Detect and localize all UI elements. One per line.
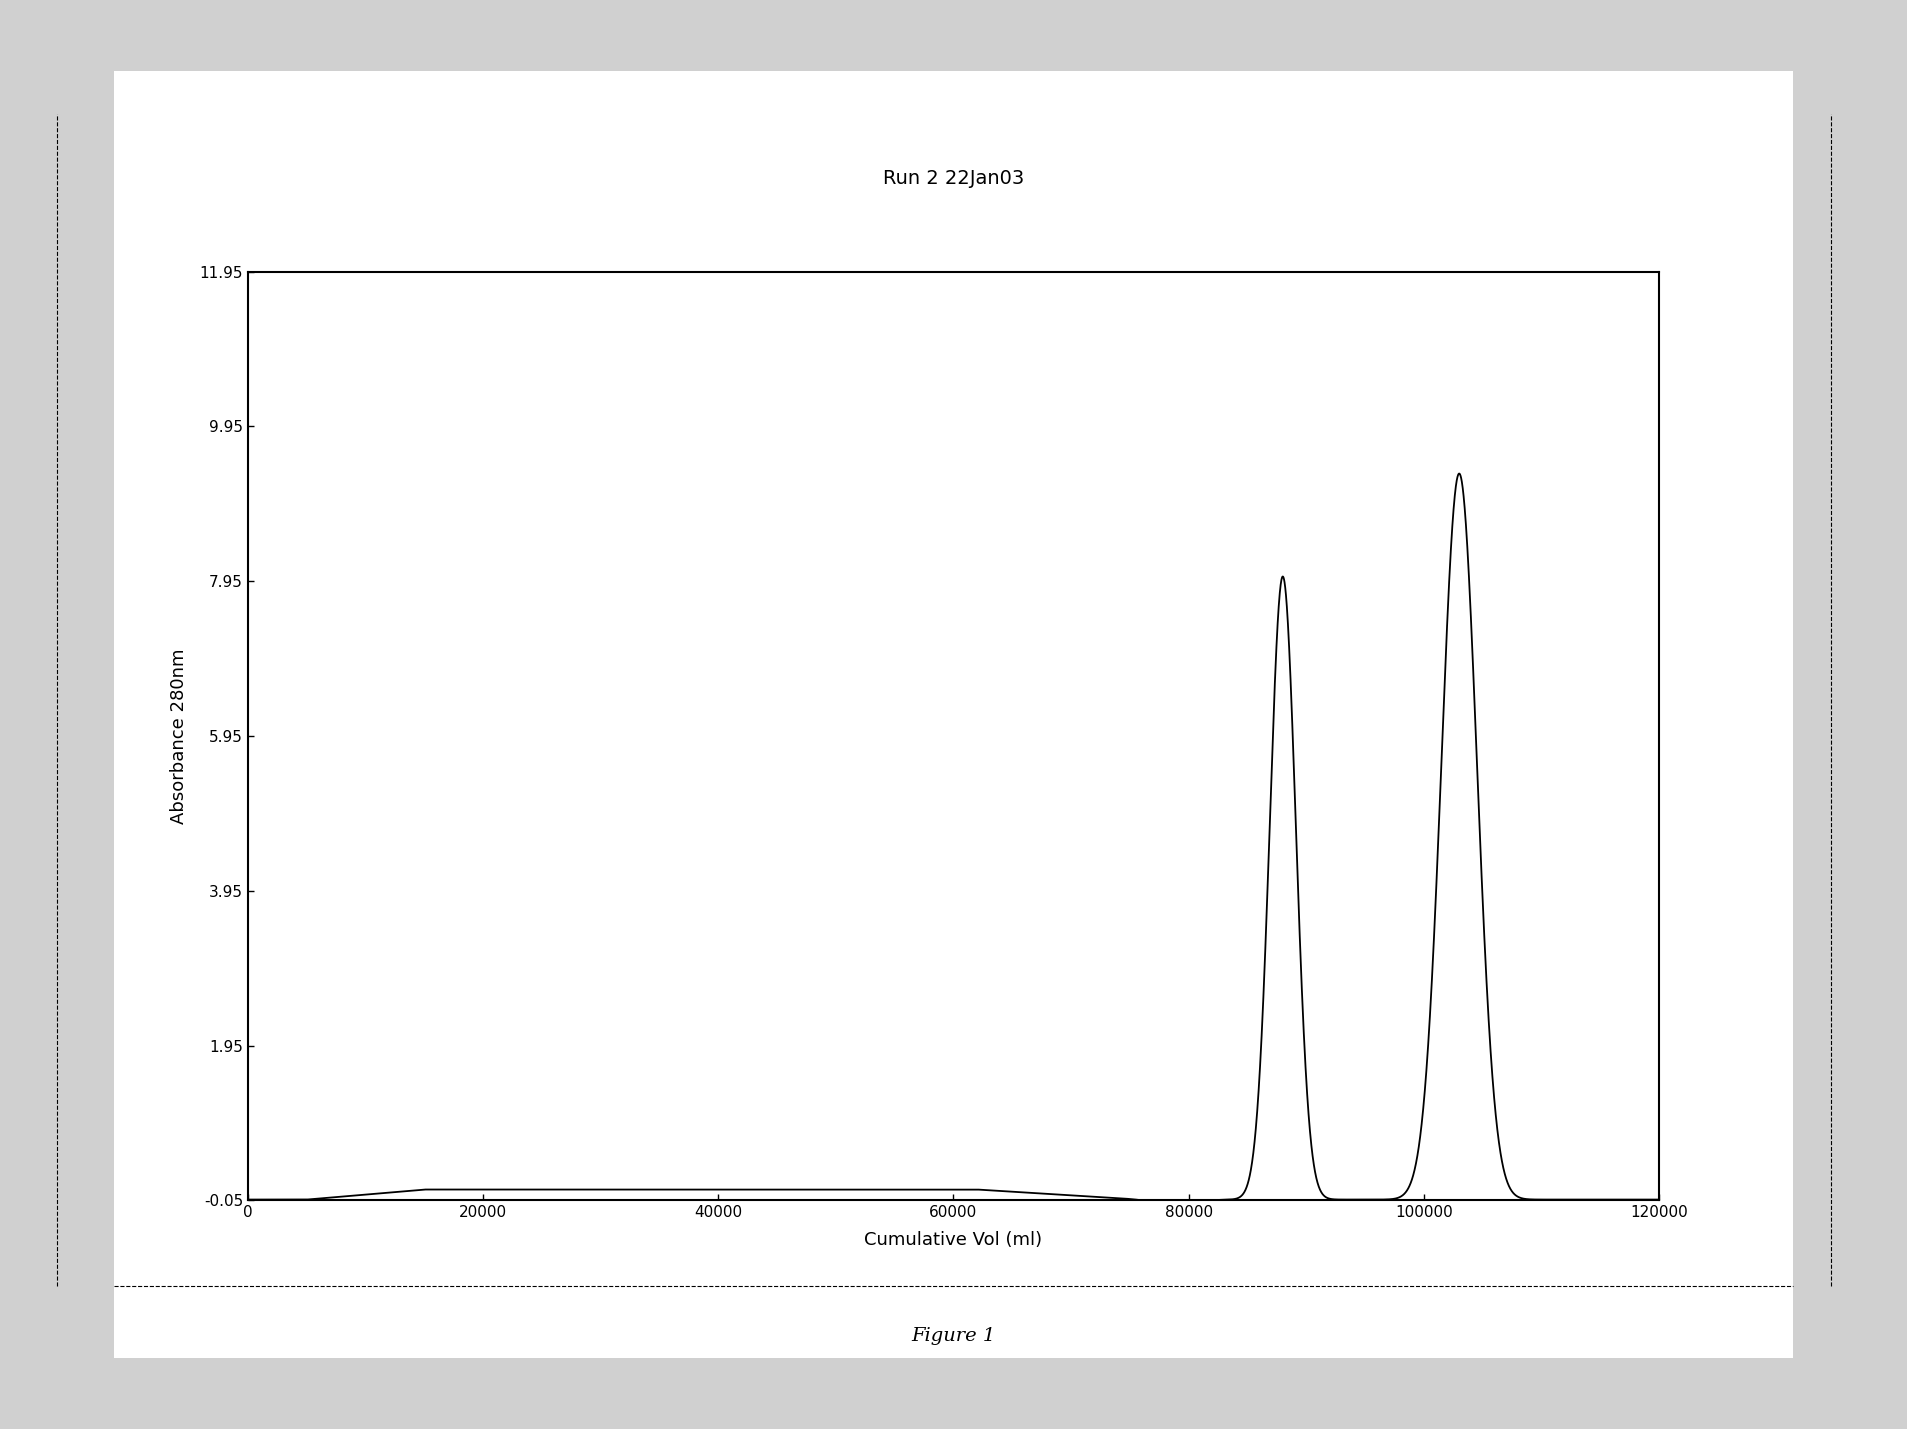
Y-axis label: Absorbance 280nm: Absorbance 280nm [170, 649, 189, 823]
Text: Run 2 22Jan03: Run 2 22Jan03 [883, 169, 1024, 189]
X-axis label: Cumulative Vol (ml): Cumulative Vol (ml) [864, 1232, 1043, 1249]
Text: Figure 1: Figure 1 [912, 1328, 995, 1345]
